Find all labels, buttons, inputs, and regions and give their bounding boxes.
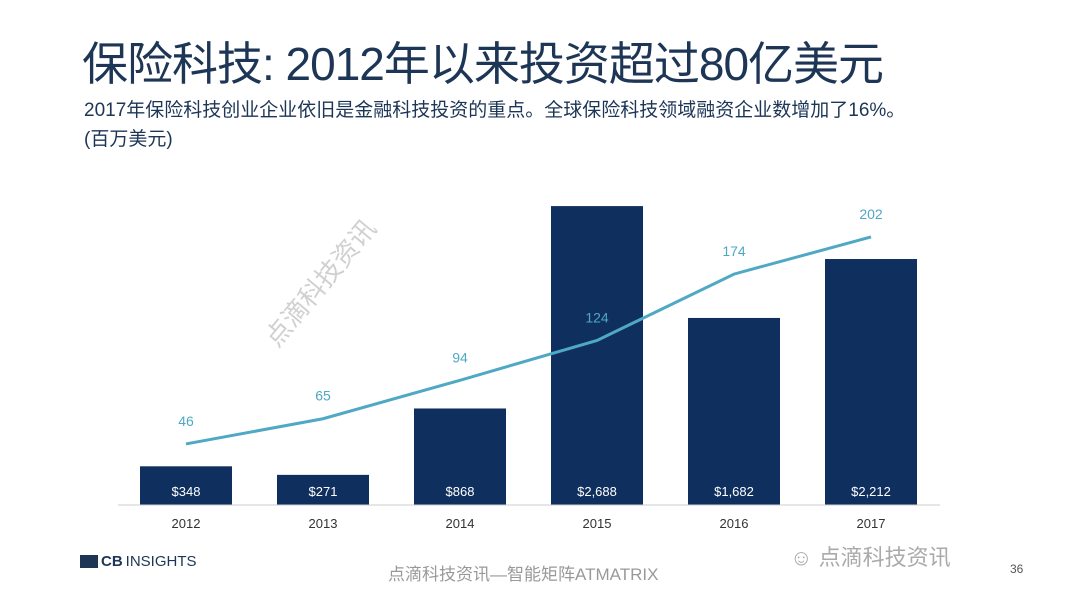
bar-label: $348: [172, 484, 201, 499]
x-tick-label: 2015: [583, 516, 612, 531]
line-label: 46: [178, 413, 194, 429]
cbinsights-logo: CB INSIGHTS: [80, 553, 197, 570]
bar-label: $2,212: [851, 484, 891, 499]
wechat-watermark: ☺ 点滴科技资讯: [790, 545, 951, 570]
x-tick-label: 2017: [857, 516, 886, 531]
line-label: 94: [452, 349, 468, 365]
x-tick-label: 2013: [309, 516, 338, 531]
x-tick-label: 2016: [720, 516, 749, 531]
line-label: 202: [859, 206, 883, 222]
x-tick-label: 2012: [172, 516, 201, 531]
deals-line: [185, 235, 872, 446]
page-title: 保险科技: 2012年以来投资超过80亿美元: [82, 38, 884, 90]
line-label: 174: [722, 243, 746, 259]
line-label: 65: [315, 388, 331, 404]
bar-label: $2,688: [577, 484, 617, 499]
bar-2016: [688, 317, 780, 505]
bar-2012: [140, 466, 232, 505]
line-label: 124: [585, 309, 609, 325]
footer-watermark: 点滴科技资讯—智能矩阵ATMATRIX: [388, 565, 659, 584]
bar-label: $271: [309, 484, 338, 499]
bar-label: $868: [446, 484, 475, 499]
bar-2014: [414, 408, 506, 505]
bar-label: $1,682: [714, 484, 754, 499]
unit-label: (百万美元): [84, 129, 173, 150]
page-number: 36: [1010, 562, 1024, 576]
logo-mark-icon: [80, 555, 98, 568]
bar-2013: [277, 474, 369, 505]
logo-rest: INSIGHTS: [125, 553, 197, 570]
subtitle: 2017年保险科技创业企业依旧是金融科技投资的重点。全球保险科技领域融资企业数增…: [84, 100, 906, 121]
bar-2015: [551, 206, 643, 505]
x-tick-label: 2014: [446, 516, 475, 531]
wechat-text: 点滴科技资讯: [818, 545, 951, 570]
logo-bold: CB: [101, 553, 123, 570]
bar-2017: [825, 259, 917, 505]
